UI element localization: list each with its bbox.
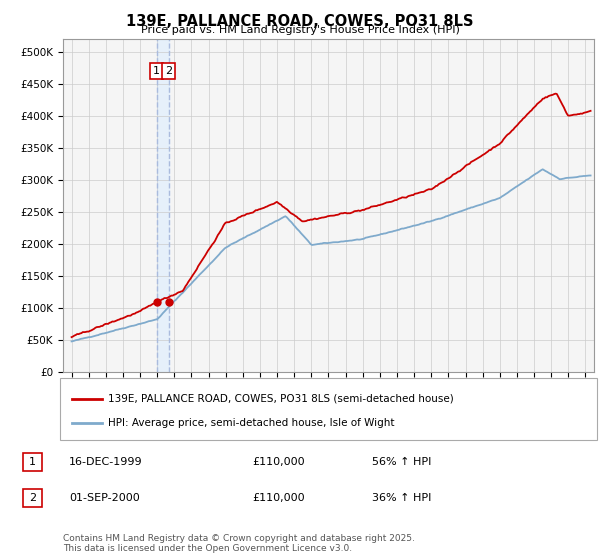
Text: £110,000: £110,000: [252, 457, 305, 467]
Text: HPI: Average price, semi-detached house, Isle of Wight: HPI: Average price, semi-detached house,…: [108, 418, 395, 428]
Text: Price paid vs. HM Land Registry's House Price Index (HPI): Price paid vs. HM Land Registry's House …: [140, 25, 460, 35]
Text: £110,000: £110,000: [252, 493, 305, 503]
Bar: [157, 39, 169, 372]
Text: 36% ↑ HPI: 36% ↑ HPI: [372, 493, 431, 503]
Text: 139E, PALLANCE ROAD, COWES, PO31 8LS: 139E, PALLANCE ROAD, COWES, PO31 8LS: [126, 14, 474, 29]
Text: 16-DEC-1999: 16-DEC-1999: [69, 457, 143, 467]
Text: Contains HM Land Registry data © Crown copyright and database right 2025.
This d: Contains HM Land Registry data © Crown c…: [63, 534, 415, 553]
Text: 1: 1: [153, 66, 160, 76]
Text: 1: 1: [29, 457, 36, 467]
Text: 2: 2: [165, 66, 172, 76]
Text: 01-SEP-2000: 01-SEP-2000: [69, 493, 140, 503]
Text: 56% ↑ HPI: 56% ↑ HPI: [372, 457, 431, 467]
Text: 2: 2: [29, 493, 36, 503]
Text: 139E, PALLANCE ROAD, COWES, PO31 8LS (semi-detached house): 139E, PALLANCE ROAD, COWES, PO31 8LS (se…: [108, 394, 454, 404]
